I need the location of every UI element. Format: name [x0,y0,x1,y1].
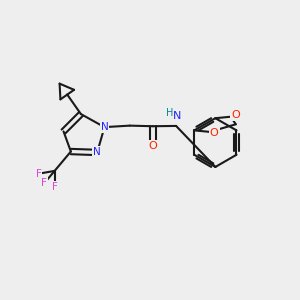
Text: F: F [36,169,41,179]
Text: F: F [41,178,47,188]
Text: O: O [148,141,157,151]
Text: H: H [166,108,173,118]
Text: O: O [231,110,240,120]
Text: N: N [100,122,108,132]
Text: F: F [52,182,58,192]
Text: N: N [93,148,101,158]
Text: N: N [172,111,181,122]
Text: O: O [210,128,219,138]
